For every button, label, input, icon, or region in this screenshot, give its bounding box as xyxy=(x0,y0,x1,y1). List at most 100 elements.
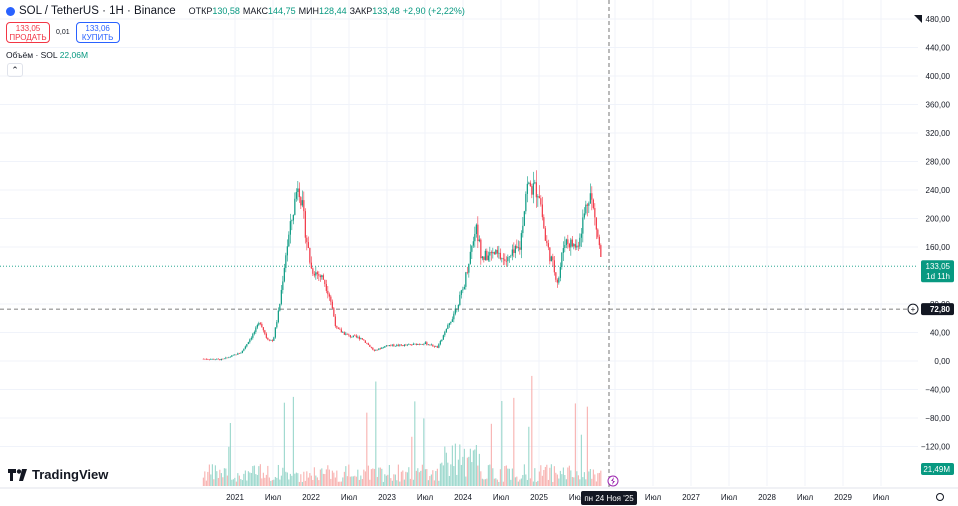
volume-bar xyxy=(598,472,600,486)
lightning-icon xyxy=(611,477,615,485)
candle-body xyxy=(261,323,263,328)
volume-bar xyxy=(594,474,596,486)
candle-body xyxy=(202,358,204,360)
volume-bar xyxy=(574,403,576,486)
volume-bar xyxy=(579,479,581,486)
candle-body xyxy=(531,186,533,195)
y-tick-label: 400,00 xyxy=(926,72,951,81)
volume-bar xyxy=(558,478,560,486)
candle-body xyxy=(579,237,581,247)
candle-body xyxy=(565,239,567,246)
y-tick-label: −120,00 xyxy=(921,443,951,452)
volume-bar xyxy=(546,464,548,486)
candle-body xyxy=(495,249,497,255)
volume-bar xyxy=(460,464,462,486)
candle-body xyxy=(501,258,503,259)
volume-bar xyxy=(238,475,240,486)
candle-body xyxy=(469,251,471,264)
volume-bar xyxy=(304,480,306,486)
crosshair-date-badge xyxy=(581,491,637,505)
volume-bar xyxy=(222,477,224,486)
candle-body xyxy=(388,345,390,347)
candle-body xyxy=(400,344,402,346)
candle-body xyxy=(409,344,411,346)
candle-body xyxy=(478,239,480,242)
plus-icon: + xyxy=(911,305,916,314)
candle-body xyxy=(507,257,509,262)
candle-body xyxy=(336,326,338,328)
candle-body xyxy=(420,344,422,345)
sell-button[interactable]: 133,05 ПРОДАТЬ xyxy=(6,22,50,43)
candle-body xyxy=(600,245,602,257)
candle-body xyxy=(321,275,323,278)
volume-legend[interactable]: Объём · SOL 22,06M xyxy=(6,50,88,60)
candle-body xyxy=(208,359,210,361)
candle-body xyxy=(370,346,372,348)
volume-bar xyxy=(595,481,597,486)
symbol-title[interactable]: SOL / TetherUS · 1H · Binance xyxy=(19,5,176,17)
candle-body xyxy=(588,203,590,206)
y-tick-label: 480,00 xyxy=(926,15,951,24)
price-axis[interactable]: 480,00 440,00 400,00 360,00 320,00 280,00 240,… xyxy=(907,15,954,475)
candle-body xyxy=(205,358,207,360)
candle-body xyxy=(271,340,273,341)
volume-bar xyxy=(297,473,299,486)
volume-bar xyxy=(298,481,300,486)
volume-bar xyxy=(301,481,303,486)
candle-body xyxy=(528,182,530,184)
time-axis[interactable]: 2021Июл2022Июл2023Июл2024Июл2025Июл2026И… xyxy=(226,491,944,505)
candle-body xyxy=(489,252,491,256)
volume-bar xyxy=(529,478,531,486)
logo-text: TradingView xyxy=(32,467,109,482)
volume-bar xyxy=(553,466,555,486)
countdown-label: 1d 11h xyxy=(926,272,950,281)
volume-bar xyxy=(354,475,356,486)
volume-bar xyxy=(492,468,494,486)
volume-bar xyxy=(417,468,419,486)
add-alert-icon xyxy=(907,303,919,315)
volume-bar xyxy=(504,466,506,486)
tradingview-logo[interactable]: TradingView xyxy=(8,467,108,482)
volume-bar xyxy=(445,452,447,486)
volume-bar xyxy=(592,469,594,486)
candle-body xyxy=(375,349,377,351)
candle-body xyxy=(358,336,360,340)
symbol-header: SOL / TetherUS · 1H · Binance ОТКР 130,58… xyxy=(6,5,465,17)
candle-body xyxy=(402,345,404,346)
volume-bar xyxy=(495,478,497,486)
candle-body xyxy=(547,243,549,248)
volume-bar xyxy=(400,471,402,486)
volume-bar xyxy=(403,479,405,486)
volume-bar xyxy=(210,474,212,486)
volume-bar xyxy=(591,478,593,486)
volume-bar xyxy=(204,471,206,486)
candle-body xyxy=(523,211,525,226)
volume-bar xyxy=(280,475,282,486)
candle-body xyxy=(567,239,569,244)
candle-body xyxy=(397,344,399,346)
volume-bar xyxy=(483,479,485,486)
volume-bar xyxy=(442,465,444,486)
volume-bar xyxy=(240,479,242,486)
volume-bar xyxy=(316,477,318,486)
collapse-legend-button[interactable]: ⌃ xyxy=(7,63,23,77)
candle-body xyxy=(285,255,287,268)
candle-body xyxy=(598,236,600,246)
candle-body xyxy=(247,342,249,345)
x-tick-label: 2023 xyxy=(378,493,396,502)
candle-body xyxy=(213,358,215,360)
volume-bar xyxy=(294,473,296,486)
volume-bar xyxy=(261,478,263,486)
volume-bar xyxy=(468,456,470,486)
candle-body xyxy=(333,308,335,317)
buy-button[interactable]: 133,06 КУПИТЬ xyxy=(75,22,120,43)
volume-bar xyxy=(388,464,390,486)
candle-body xyxy=(273,337,275,341)
volume-bar xyxy=(325,469,327,486)
volume-bar xyxy=(235,481,237,486)
candle-body xyxy=(429,344,431,346)
volume-bar xyxy=(390,478,392,486)
candle-body xyxy=(417,344,419,345)
volume-bar xyxy=(211,464,213,486)
